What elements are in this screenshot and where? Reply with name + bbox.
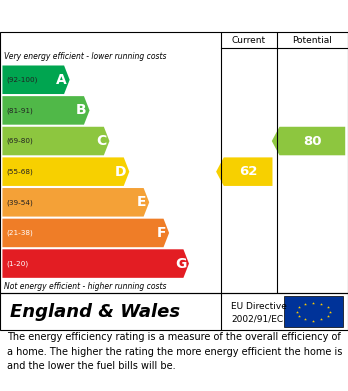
Polygon shape [2,127,109,155]
Polygon shape [2,96,89,125]
Text: (39-54): (39-54) [6,199,33,206]
Text: G: G [175,256,186,271]
Text: (1-20): (1-20) [6,260,29,267]
Text: A: A [56,73,67,87]
Text: 80: 80 [303,135,322,147]
Text: Very energy efficient - lower running costs: Very energy efficient - lower running co… [4,52,167,61]
Text: (21-38): (21-38) [6,230,33,236]
Polygon shape [2,66,70,94]
Text: D: D [115,165,127,179]
Text: (69-80): (69-80) [6,138,33,144]
Text: The energy efficiency rating is a measure of the overall efficiency of a home. T: The energy efficiency rating is a measur… [7,332,342,371]
Text: Current: Current [232,36,266,45]
Text: England & Wales: England & Wales [10,303,181,321]
Text: E: E [137,195,147,209]
Text: C: C [96,134,106,148]
Polygon shape [2,249,189,278]
Polygon shape [216,158,272,186]
Polygon shape [272,127,345,155]
Text: EU Directive: EU Directive [231,302,287,311]
Text: (92-100): (92-100) [6,77,38,83]
Bar [284,296,343,327]
Text: B: B [76,103,87,117]
Text: Potential: Potential [292,36,332,45]
Text: Not energy efficient - higher running costs: Not energy efficient - higher running co… [4,282,167,291]
Polygon shape [2,158,129,186]
Polygon shape [2,219,169,247]
Text: F: F [157,226,166,240]
Text: (55-68): (55-68) [6,169,33,175]
Text: Energy Efficiency Rating: Energy Efficiency Rating [9,9,230,23]
Text: (81-91): (81-91) [6,107,33,114]
Polygon shape [2,188,149,217]
Text: 2002/91/EC: 2002/91/EC [231,314,284,323]
Text: 62: 62 [239,165,257,178]
